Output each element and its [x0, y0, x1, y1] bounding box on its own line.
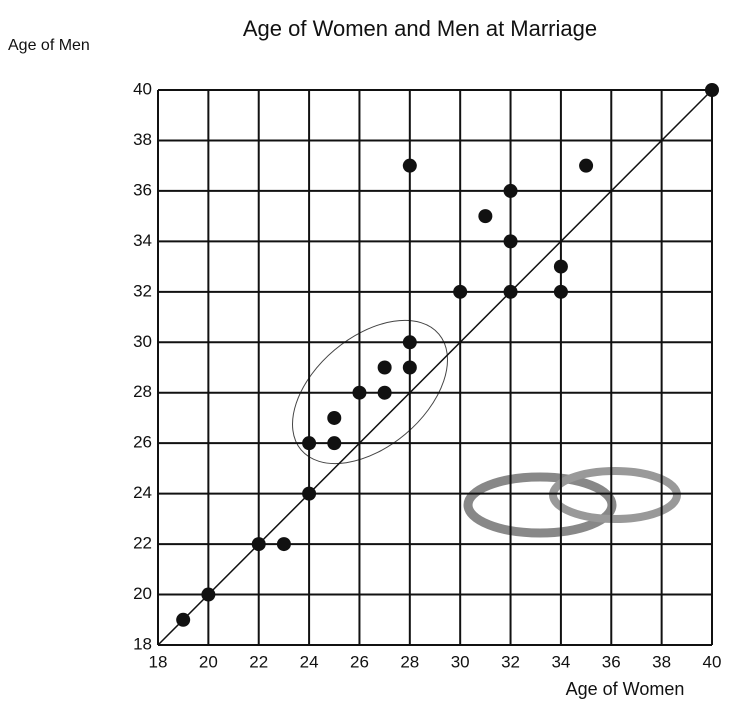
- x-tick-label: 38: [652, 652, 671, 671]
- y-tick-label: 22: [133, 534, 152, 553]
- point: [453, 284, 468, 299]
- y-tick-label: 26: [133, 433, 152, 452]
- point: [705, 83, 719, 97]
- point: [302, 486, 317, 501]
- y-tick-label: 28: [133, 382, 152, 401]
- point: [327, 410, 342, 425]
- y-tick-label: 36: [133, 180, 152, 199]
- x-tick-label: 30: [451, 652, 470, 671]
- x-tick-label: 40: [703, 652, 722, 671]
- point: [176, 612, 191, 627]
- rings-illustration: [463, 467, 681, 538]
- x-tick-label: 28: [400, 652, 419, 671]
- x-tick-label: 20: [199, 652, 218, 671]
- point: [503, 183, 518, 198]
- y-tick-label: 38: [133, 130, 152, 149]
- point: [276, 537, 291, 552]
- point: [553, 284, 568, 299]
- point: [327, 436, 342, 451]
- y-tick-label: 34: [133, 231, 152, 250]
- y-axis-label: Age of Men: [8, 37, 90, 54]
- y-tick-label: 32: [133, 281, 152, 300]
- point: [503, 284, 518, 299]
- y-tick-label: 18: [133, 634, 152, 653]
- x-tick-label: 26: [350, 652, 369, 671]
- y-tick-label: 40: [133, 79, 152, 98]
- x-tick-label: 22: [249, 652, 268, 671]
- y-tick-label: 30: [133, 332, 152, 351]
- point: [402, 335, 417, 350]
- y-tick-label: 24: [133, 483, 152, 502]
- x-tick-label: 32: [501, 652, 520, 671]
- point: [377, 360, 392, 375]
- point: [302, 436, 317, 451]
- scribble: [292, 319, 448, 465]
- x-tick-label: 34: [551, 652, 570, 671]
- x-tick-label: 36: [602, 652, 621, 671]
- point: [478, 209, 493, 224]
- x-tick-label: 24: [300, 652, 319, 671]
- point: [579, 158, 594, 173]
- chart-title: Age of Women and Men at Marriage: [243, 16, 597, 41]
- point: [503, 234, 518, 249]
- x-axis-label: Age of Women: [566, 679, 685, 699]
- point: [402, 158, 417, 173]
- point: [352, 385, 367, 400]
- point: [402, 360, 417, 375]
- y-tick-label: 20: [133, 584, 152, 603]
- point: [201, 587, 216, 602]
- point: [553, 259, 568, 274]
- identity-line: [157, 89, 713, 646]
- x-tick-label: 18: [149, 652, 168, 671]
- point: [251, 537, 266, 552]
- point: [377, 385, 392, 400]
